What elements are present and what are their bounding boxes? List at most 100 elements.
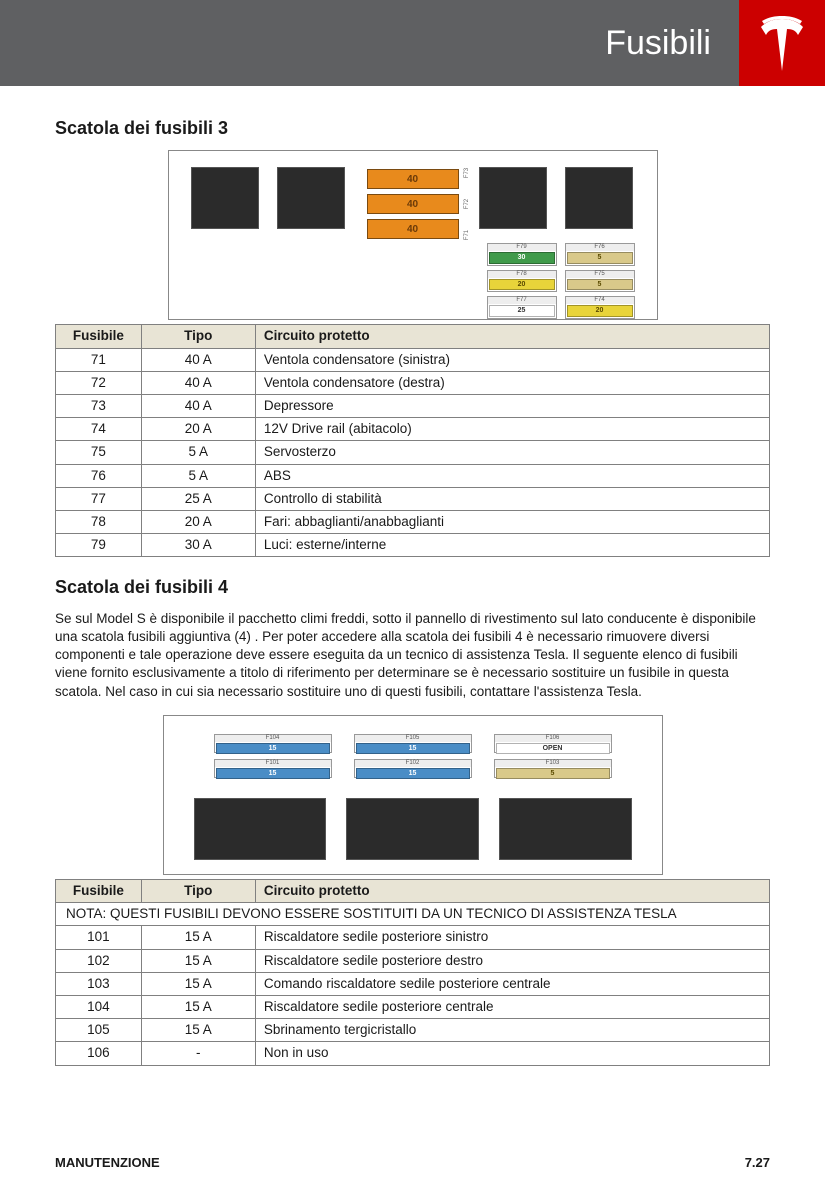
fuse-label: F76: [566, 244, 634, 251]
section-4-body: Se sul Model S è disponibile il pacchett…: [55, 610, 770, 701]
fuse-chip: 15: [216, 743, 330, 754]
small-fuse-slot: F755: [565, 270, 635, 292]
cell-type: 15 A: [141, 926, 255, 949]
cell-fuse: 76: [56, 464, 142, 487]
fuse-label: F77: [488, 297, 556, 304]
cell-type: 5 A: [141, 464, 255, 487]
cell-type: 40 A: [141, 371, 255, 394]
section-heading-3: Scatola dei fusibili 3: [55, 116, 770, 140]
large-fuse: 40: [367, 194, 459, 214]
fuse-label: F79: [488, 244, 556, 251]
cell-fuse: 74: [56, 418, 142, 441]
diagram-4-wrap: F10415F10115F10515F10215F106OPENF1035: [55, 715, 770, 875]
cell-circuit: Servosterzo: [255, 441, 769, 464]
table-row: 7725 AControllo di stabilità: [56, 487, 770, 510]
cell-type: 20 A: [141, 511, 255, 534]
cell-fuse: 79: [56, 534, 142, 557]
relay-block: [565, 167, 633, 229]
diagram-3-wrap: 40 40 40 F73 F72 F71 F7930F765F7820F755F…: [55, 150, 770, 320]
relay-row: [194, 798, 632, 860]
fuse-table-4: Fusibile Tipo Circuito protetto NOTA: QU…: [55, 879, 770, 1066]
cell-circuit: Depressore: [255, 394, 769, 417]
cell-fuse: 104: [56, 995, 142, 1018]
fuse-label: F73: [463, 168, 471, 178]
cell-circuit: Sbrinamento tergicristallo: [255, 1019, 769, 1042]
cell-type: 5 A: [141, 441, 255, 464]
small-fuse-slot: F7930: [487, 243, 557, 265]
fuse-chip: 15: [356, 743, 470, 754]
relay-block: [346, 798, 479, 860]
large-fuse: 40: [367, 169, 459, 189]
col-circuit: Circuito protetto: [255, 325, 769, 348]
col-type: Tipo: [141, 879, 255, 902]
fuse-chip: 25: [489, 305, 555, 316]
section-heading-4: Scatola dei fusibili 4: [55, 575, 770, 599]
cell-type: 15 A: [141, 995, 255, 1018]
small-fuse-row: F10415F10115F10515F10215F106OPENF1035: [214, 734, 612, 778]
fuse-label: F105: [355, 735, 471, 742]
table-row: 10515 ASbrinamento tergicristallo: [56, 1019, 770, 1042]
table-row: 7820 AFari: abbaglianti/anabbaglianti: [56, 511, 770, 534]
cell-type: 40 A: [141, 348, 255, 371]
fuse-chip: 30: [489, 252, 555, 263]
cell-circuit: Non in uso: [255, 1042, 769, 1065]
small-fuse-slot: F10115: [214, 759, 332, 778]
fuse-chip: 5: [567, 252, 633, 263]
page: Fusibili Scatola dei fusibili 3 40 40 40: [0, 0, 825, 1200]
cell-type: 15 A: [141, 949, 255, 972]
cell-circuit: Riscaldatore sedile posteriore centrale: [255, 995, 769, 1018]
cell-type: 15 A: [141, 972, 255, 995]
large-fuse: 40: [367, 219, 459, 239]
fuse-chip: 15: [216, 768, 330, 779]
small-fuse-slot: F1035: [494, 759, 612, 778]
table-note-row: NOTA: QUESTI FUSIBILI DEVONO ESSERE SOST…: [56, 903, 770, 926]
fuse-chip: 5: [496, 768, 610, 779]
fuse-label: F106: [495, 735, 611, 742]
col-type: Tipo: [141, 325, 255, 348]
cell-fuse: 106: [56, 1042, 142, 1065]
cell-circuit: Ventola condensatore (sinistra): [255, 348, 769, 371]
page-number: 7.27: [745, 1155, 770, 1170]
large-fuse-group: 40 40 40: [367, 169, 459, 239]
page-content: Scatola dei fusibili 3 40 40 40 F73 F72 …: [0, 86, 825, 1155]
small-fuse-slot: F7820: [487, 270, 557, 292]
cell-fuse: 78: [56, 511, 142, 534]
fuse-column: F106OPEN F1035: [494, 734, 612, 778]
fuse-label: F102: [355, 760, 471, 767]
cell-type: -: [141, 1042, 255, 1065]
cell-circuit: 12V Drive rail (abitacolo): [255, 418, 769, 441]
cell-type: 40 A: [141, 394, 255, 417]
cell-fuse: 105: [56, 1019, 142, 1042]
small-fuse-slot: F10515: [354, 734, 472, 753]
cell-type: 20 A: [141, 418, 255, 441]
small-fuse-slot: F7420: [565, 296, 635, 318]
table-note: NOTA: QUESTI FUSIBILI DEVONO ESSERE SOST…: [56, 903, 770, 926]
fuse-chip: 5: [567, 279, 633, 290]
fuse-label: F104: [215, 735, 331, 742]
cell-fuse: 77: [56, 487, 142, 510]
col-fuse: Fusibile: [56, 879, 142, 902]
fuse-chip: 15: [356, 768, 470, 779]
relay-block: [499, 798, 632, 860]
fuse-column: F10415F10115: [214, 734, 332, 778]
table-row: 7140 AVentola condensatore (sinistra): [56, 348, 770, 371]
fuse-chip: 20: [489, 279, 555, 290]
fuse-chip: 20: [567, 305, 633, 316]
table-row: 10215 ARiscaldatore sedile posteriore de…: [56, 949, 770, 972]
cell-type: 30 A: [141, 534, 255, 557]
table-row: 7240 AVentola condensatore (destra): [56, 371, 770, 394]
fuse-chip: OPEN: [496, 743, 610, 754]
fuse-label: F72: [463, 199, 471, 209]
brand-badge: [739, 0, 825, 86]
cell-fuse: 101: [56, 926, 142, 949]
footer-section: MANUTENZIONE: [55, 1155, 160, 1170]
cell-fuse: 72: [56, 371, 142, 394]
cell-circuit: Controllo di stabilità: [255, 487, 769, 510]
table-row: 106-Non in uso: [56, 1042, 770, 1065]
col-circuit: Circuito protetto: [255, 879, 769, 902]
fuse-label: F74: [566, 297, 634, 304]
small-fuse-slot: F10415: [214, 734, 332, 753]
fuse-label: F103: [495, 760, 611, 767]
fuse-label: F78: [488, 271, 556, 278]
cell-circuit: Luci: esterne/interne: [255, 534, 769, 557]
